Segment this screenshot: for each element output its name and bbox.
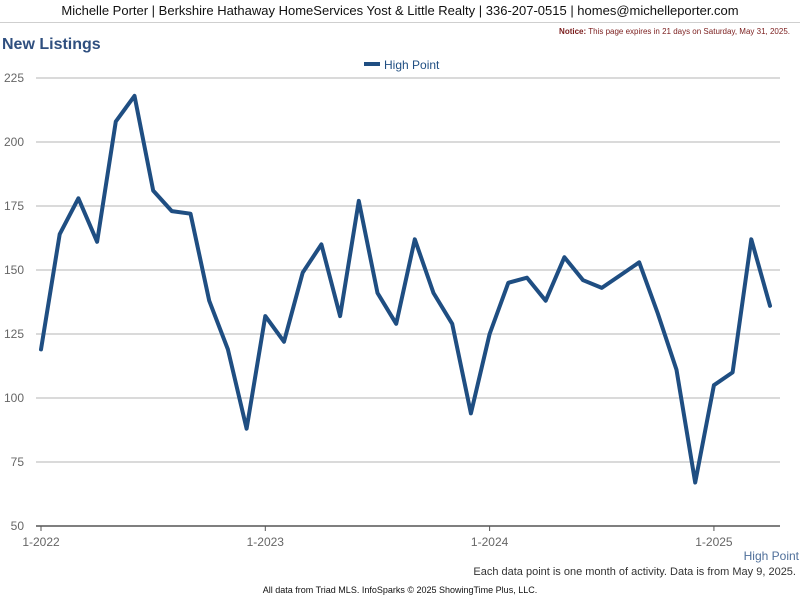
y-tick-label: 200	[4, 135, 24, 149]
series-line-high-point	[39, 93, 772, 485]
legend-label: High Point	[384, 58, 440, 72]
x-tick-label: 1-2022	[22, 535, 60, 549]
y-tick-label: 125	[4, 327, 24, 341]
y-tick-label: 100	[4, 391, 24, 405]
page-title: New Listings	[2, 36, 101, 53]
y-tick-label: 175	[4, 199, 24, 213]
data-source: All data from Triad MLS. InfoSparks © 20…	[262, 585, 538, 595]
y-tick-label: 75	[11, 455, 25, 469]
expiry-notice: Notice: This page expires in 21 days on …	[559, 27, 790, 36]
contact-header: Michelle Porter | Berkshire Hathaway Hom…	[0, 0, 800, 23]
contact-line: Michelle Porter | Berkshire Hathaway Hom…	[61, 3, 739, 18]
data-note: Each data point is one month of activity…	[473, 566, 796, 578]
notice-label: Notice:	[559, 27, 587, 36]
x-axis-caption: High Point	[744, 549, 800, 563]
y-tick-label: 50	[11, 519, 25, 533]
x-tick-label: 1-2024	[471, 535, 509, 549]
y-tick-label: 150	[4, 263, 24, 277]
x-tick-label: 1-2023	[247, 535, 285, 549]
y-tick-label: 225	[4, 71, 24, 85]
x-tick-label: 1-2025	[695, 535, 733, 549]
notice-text: This page expires in 21 days on Saturday…	[588, 27, 790, 36]
